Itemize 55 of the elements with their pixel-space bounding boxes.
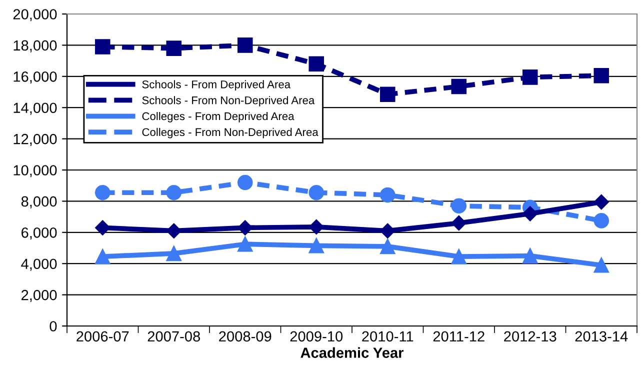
point: [166, 223, 182, 238]
point: [380, 187, 396, 203]
legend-label: Schools - From Non-Deprived Area: [142, 96, 315, 106]
y-tick-label: 10,000: [14, 165, 57, 178]
point: [451, 215, 466, 231]
point: [522, 206, 538, 222]
point: [451, 248, 467, 264]
point: [522, 70, 538, 85]
y-tick-label: 18,000: [14, 40, 57, 52]
point: [380, 238, 396, 254]
point: [238, 220, 253, 236]
point: [522, 248, 538, 264]
x-tick-label: 2006-07: [76, 331, 129, 342]
y-tick-label: 20,000: [13, 9, 57, 22]
point: [237, 236, 253, 252]
point: [237, 38, 253, 53]
y-tick-label: 4,000: [21, 258, 57, 271]
y-tick-label: 16,000: [14, 72, 57, 84]
point: [94, 248, 110, 264]
y-tick-label: 8,000: [21, 196, 57, 208]
point: [308, 56, 324, 72]
point: [451, 198, 467, 214]
x-tick-label: 2008-09: [219, 331, 272, 342]
point: [594, 68, 610, 84]
x-axis-title: Academic Year: [300, 347, 404, 358]
legend-label: Schools - From Deprived Area: [142, 80, 291, 91]
point: [380, 86, 396, 102]
point: [594, 258, 610, 273]
point: [237, 174, 253, 190]
legend-label: Colleges - From Deprived Area: [142, 112, 294, 122]
x-tick-label: 2012-13: [504, 331, 556, 342]
y-tick-label: 2,000: [22, 290, 57, 302]
point: [308, 238, 324, 254]
x-tick-label: 2009-10: [290, 331, 343, 342]
point: [95, 220, 110, 236]
y-tick-label: 0: [50, 321, 57, 332]
point: [166, 246, 182, 262]
point: [451, 78, 467, 94]
point: [380, 223, 396, 238]
x-tick-label: 2013-14: [575, 331, 628, 342]
y-tick-label: 6,000: [22, 228, 57, 240]
point: [594, 213, 610, 228]
x-tick-label: 2007-08: [148, 331, 200, 342]
point: [308, 184, 324, 200]
point: [94, 184, 110, 200]
point: [594, 194, 609, 210]
x-tick-label: 2011-12: [433, 331, 484, 342]
point: [94, 39, 110, 54]
point: [166, 184, 182, 200]
point: [308, 219, 324, 235]
y-tick-label: 14,000: [14, 102, 57, 115]
y-tick-label: 12,000: [14, 134, 57, 146]
x-tick-label: 2010-11: [362, 331, 414, 342]
legend-label: Colleges - From Non-Deprived Area: [142, 128, 318, 138]
point: [166, 40, 182, 56]
